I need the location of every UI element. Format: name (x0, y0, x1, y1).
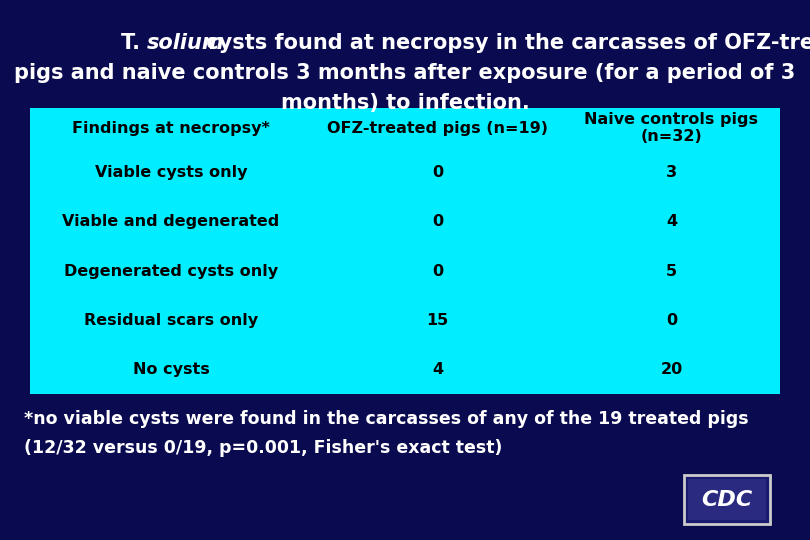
Text: Residual scars only: Residual scars only (84, 313, 258, 328)
Text: months) to infection.: months) to infection. (280, 92, 530, 113)
Text: 15: 15 (426, 313, 449, 328)
Text: Naive controls pigs
(n=32): Naive controls pigs (n=32) (585, 112, 758, 144)
Text: 0: 0 (666, 313, 677, 328)
Text: 5: 5 (666, 264, 677, 279)
Text: 4: 4 (666, 214, 677, 230)
Text: Viable and degenerated: Viable and degenerated (62, 214, 279, 230)
Text: 4: 4 (432, 362, 443, 377)
Text: CDC: CDC (701, 489, 752, 510)
Text: 0: 0 (432, 214, 443, 230)
Text: No cysts: No cysts (133, 362, 209, 377)
Text: 3: 3 (666, 165, 677, 180)
Text: Degenerated cysts only: Degenerated cysts only (64, 264, 278, 279)
FancyBboxPatch shape (684, 475, 769, 524)
Text: T.: T. (121, 33, 147, 53)
Text: pigs and naive controls 3 months after exposure (for a period of 3: pigs and naive controls 3 months after e… (15, 63, 795, 83)
Text: 20: 20 (660, 362, 683, 377)
Text: solium: solium (147, 33, 224, 53)
Text: 0: 0 (432, 264, 443, 279)
Text: Viable cysts only: Viable cysts only (95, 165, 247, 180)
Text: (12/32 versus 0/19, p=0.001, Fisher's exact test): (12/32 versus 0/19, p=0.001, Fisher's ex… (24, 439, 503, 457)
Text: 0: 0 (432, 165, 443, 180)
Text: *no viable cysts were found in the carcasses of any of the 19 treated pigs: *no viable cysts were found in the carca… (24, 409, 749, 428)
FancyBboxPatch shape (688, 479, 766, 520)
FancyBboxPatch shape (30, 108, 780, 394)
Text: Findings at necropsy*: Findings at necropsy* (72, 120, 270, 136)
Text: cysts found at necropsy in the carcasses of OFZ-treated: cysts found at necropsy in the carcasses… (199, 33, 810, 53)
Text: OFZ-treated pigs (n=19): OFZ-treated pigs (n=19) (327, 120, 548, 136)
